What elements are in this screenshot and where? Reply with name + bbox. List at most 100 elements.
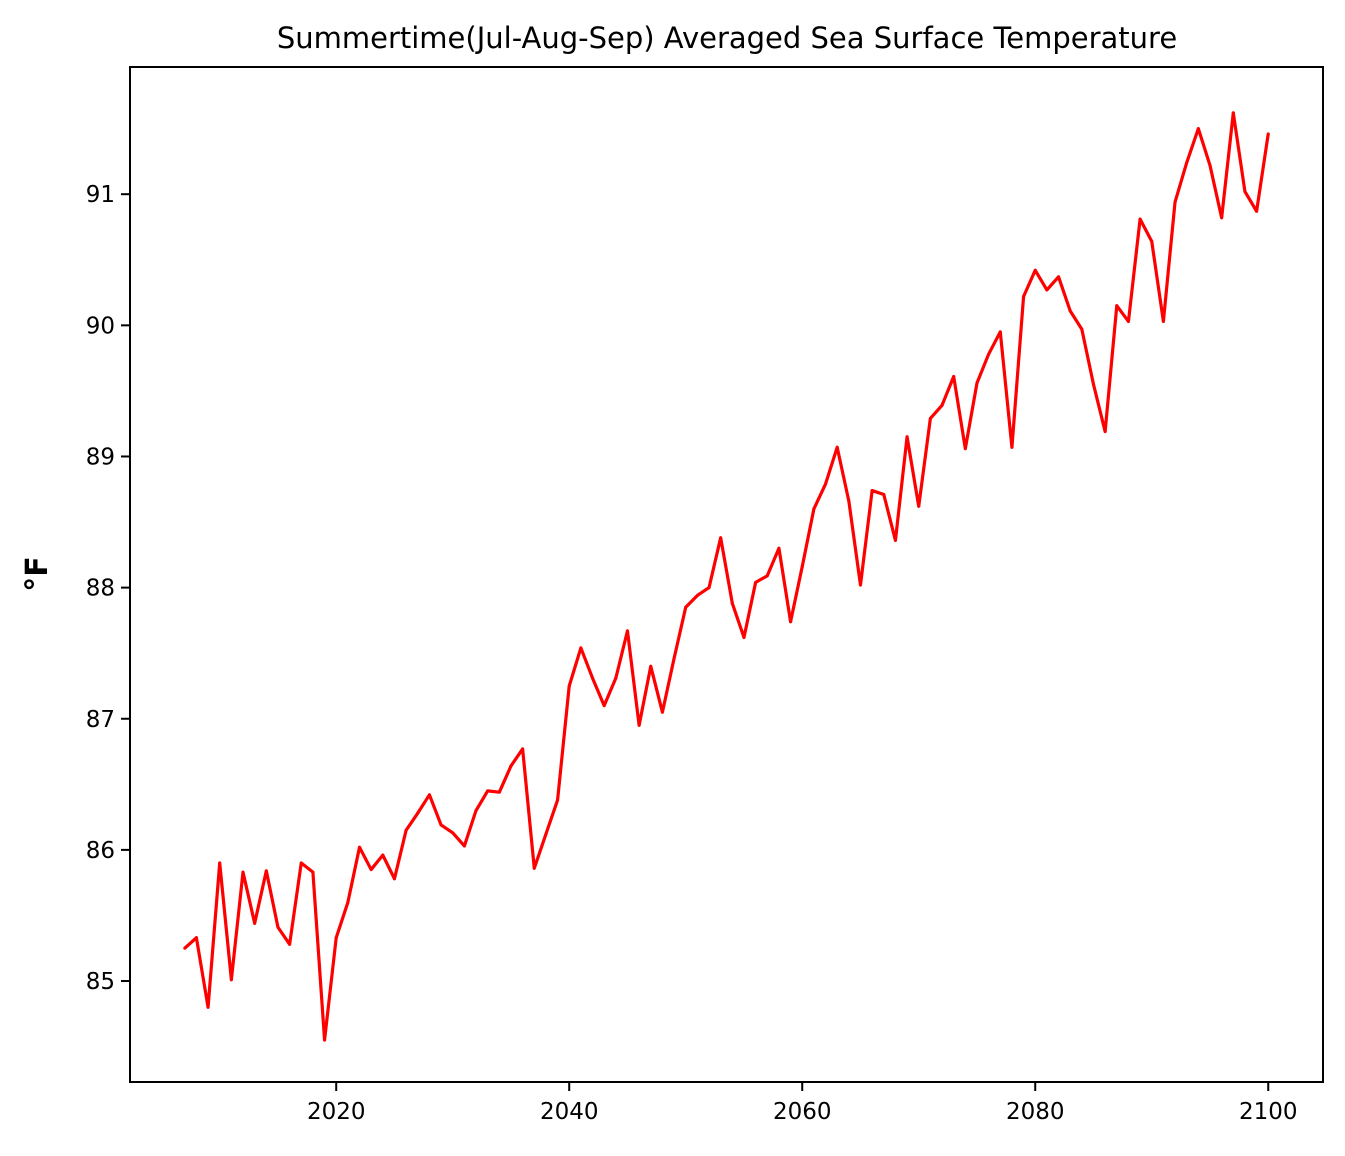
data-point [882, 493, 886, 497]
data-point [358, 845, 362, 849]
data-point [858, 583, 862, 587]
data-point [439, 823, 443, 827]
data-point [1115, 304, 1119, 308]
data-point [940, 403, 944, 407]
x-tick-label: 2020 [307, 1099, 366, 1125]
x-tick-label: 2060 [773, 1099, 832, 1125]
data-point [1080, 327, 1084, 331]
data-point [1010, 445, 1014, 449]
data-point [1138, 217, 1142, 221]
data-point [1243, 190, 1247, 194]
data-point [824, 482, 828, 486]
x-tick-label: 2040 [540, 1099, 599, 1125]
x-axis: 2020 2040 2060 2080 2100 [307, 1082, 1298, 1125]
data-point [649, 664, 653, 668]
data-point [311, 870, 315, 874]
y-tick-label: 87 [86, 707, 115, 733]
data-point [264, 869, 268, 873]
data-point [847, 499, 851, 503]
data-point [1231, 111, 1235, 115]
data-point [241, 870, 245, 874]
data-point [742, 635, 746, 639]
data-point [1255, 209, 1259, 213]
data-point [835, 445, 839, 449]
data-point [707, 586, 711, 590]
data-point [1045, 288, 1049, 292]
data-point [812, 507, 816, 511]
data-point [206, 1005, 210, 1009]
data-point [963, 447, 967, 451]
data-point [1173, 200, 1177, 204]
y-tick-label: 89 [86, 444, 115, 470]
data-point [369, 868, 373, 872]
data-point [917, 504, 921, 508]
data-point [591, 676, 595, 680]
data-point [1185, 161, 1189, 165]
data-point [672, 656, 676, 660]
data-point [1196, 127, 1200, 131]
data-point [486, 789, 490, 793]
data-point [1161, 319, 1165, 323]
data-point [1033, 268, 1037, 272]
data-point [1150, 239, 1154, 243]
data-point [556, 798, 560, 802]
data-point [299, 861, 303, 865]
data-point [276, 925, 280, 929]
chart-title: Summertime(Jul-Aug-Sep) Averaged Sea Sur… [277, 21, 1177, 55]
data-point [1208, 163, 1212, 167]
data-point [218, 861, 222, 865]
data-point [474, 809, 478, 813]
data-point [637, 723, 641, 727]
data-point [625, 629, 629, 633]
data-point [392, 877, 396, 881]
data-point [346, 900, 350, 904]
series-line [183, 111, 1270, 1042]
data-point [1103, 430, 1107, 434]
data-point [765, 574, 769, 578]
data-point [789, 620, 793, 624]
plot-frame [129, 66, 1324, 1083]
data-point [998, 330, 1002, 334]
data-point [323, 1038, 327, 1042]
series-layer [183, 111, 1270, 1042]
data-point [975, 381, 979, 385]
data-point [497, 790, 501, 794]
data-point [194, 936, 198, 940]
data-point [451, 831, 455, 835]
data-point [777, 546, 781, 550]
data-point [987, 352, 991, 356]
data-point [614, 676, 618, 680]
data-point [416, 811, 420, 815]
data-point [952, 374, 956, 378]
y-tick-label: 86 [86, 838, 115, 864]
data-point [695, 593, 699, 597]
data-point [288, 942, 292, 946]
data-point [381, 853, 385, 857]
data-point [905, 435, 909, 439]
data-point [754, 580, 758, 584]
data-point [183, 946, 187, 950]
data-point [1057, 275, 1061, 279]
y-axis-label: °F [20, 556, 55, 592]
y-tick-label: 85 [86, 969, 115, 995]
data-point [544, 832, 548, 836]
data-point [660, 710, 664, 714]
data-point [253, 921, 257, 925]
data-point [893, 538, 897, 542]
data-point [404, 828, 408, 832]
data-point [1126, 319, 1130, 323]
y-tick-label: 88 [86, 576, 115, 602]
data-point [567, 684, 571, 688]
data-point [1022, 294, 1026, 298]
data-point [928, 416, 932, 420]
data-point [1091, 382, 1095, 386]
data-point [334, 936, 338, 940]
data-point [602, 704, 606, 708]
data-point [1220, 216, 1224, 220]
data-point [462, 844, 466, 848]
data-point [684, 605, 688, 609]
data-point [509, 764, 513, 768]
data-point [1266, 132, 1270, 136]
y-axis: 85 86 87 88 89 90 91 [86, 182, 130, 995]
